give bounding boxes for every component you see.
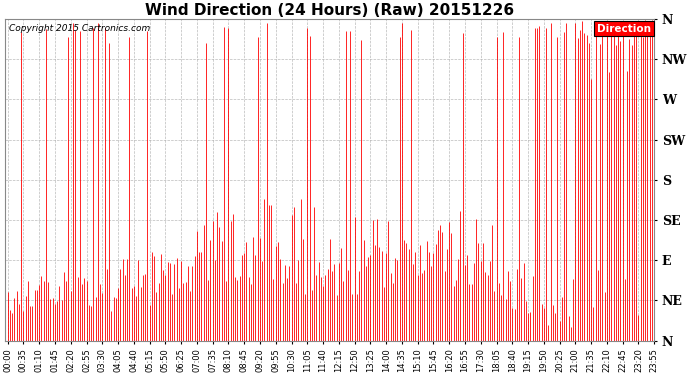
Title: Wind Direction (24 Hours) (Raw) 20151226: Wind Direction (24 Hours) (Raw) 20151226	[146, 3, 514, 18]
Text: Copyright 2015 Cartronics.com: Copyright 2015 Cartronics.com	[9, 24, 150, 33]
Text: Direction: Direction	[597, 24, 651, 34]
